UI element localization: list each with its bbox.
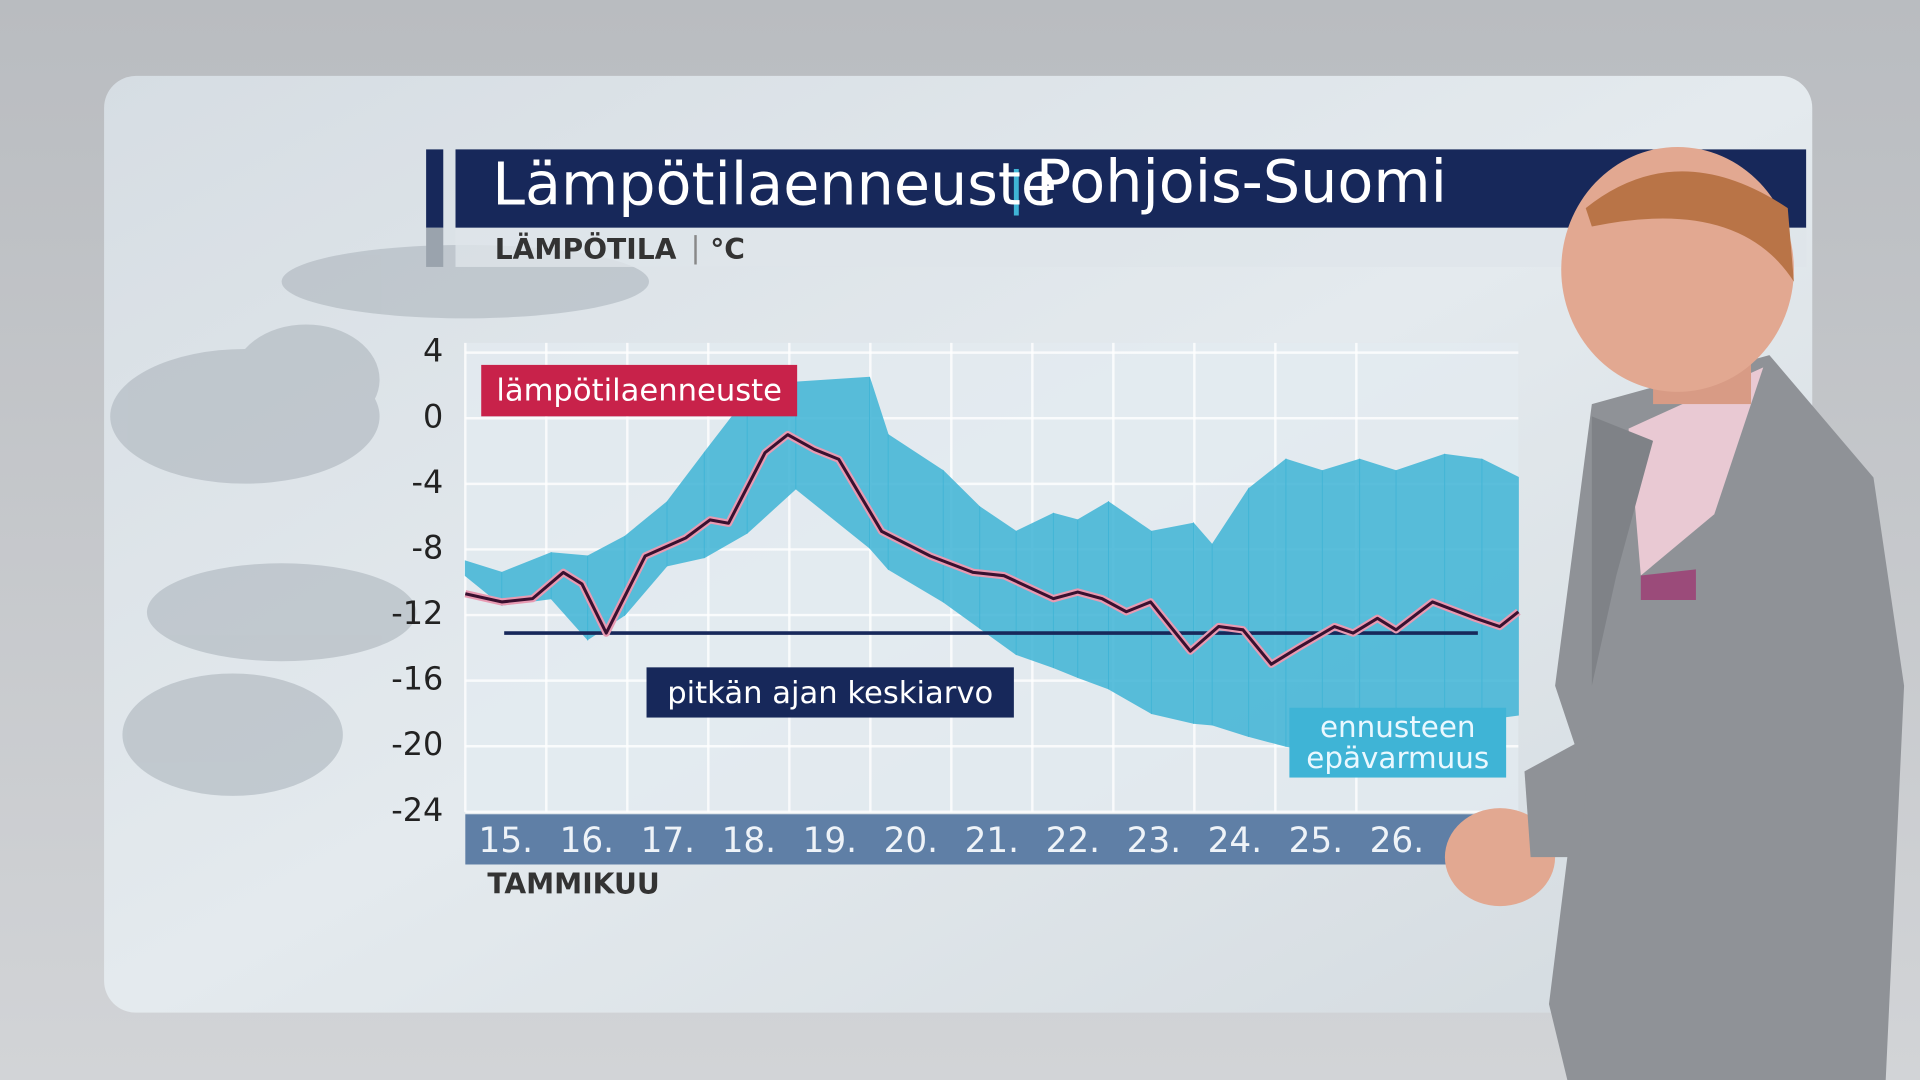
uncertainty-band bbox=[1444, 453, 1483, 731]
series-label: ennusteen epävarmuus bbox=[1289, 707, 1507, 778]
x-axis: 15. 16. 17. 18. 19. 20. 21. 22. 23. 24. 25. 26. bbox=[479, 821, 1425, 861]
x-tick-label: 25. bbox=[1289, 821, 1344, 861]
y-tick-label: 0 bbox=[423, 397, 443, 435]
y-tick-label: -12 bbox=[391, 594, 443, 632]
x-tick-label: 19. bbox=[803, 821, 858, 861]
x-axis-label: TAMMIKUU bbox=[487, 867, 659, 900]
chart-subtitle: Pohjois-Suomi bbox=[1036, 147, 1447, 216]
y-tick-label: 4 bbox=[423, 332, 443, 370]
chart-title: Lämpötilaenneuste bbox=[492, 150, 1057, 219]
header-accent bbox=[426, 149, 444, 228]
x-tick-label: 15. bbox=[479, 821, 534, 861]
cloud-decor bbox=[110, 244, 649, 796]
forecast-line bbox=[464, 433, 1520, 666]
y-tick-label: -8 bbox=[412, 528, 444, 566]
x-tick-label: 18. bbox=[722, 821, 777, 861]
plot bbox=[464, 342, 1521, 814]
x-tick-label: 24. bbox=[1208, 821, 1263, 861]
x-tick-label: 16. bbox=[560, 821, 615, 861]
x-tick-label: 17. bbox=[641, 821, 696, 861]
x-tick-label: 22. bbox=[1046, 821, 1100, 861]
x-tick-label: 26. bbox=[1370, 821, 1425, 861]
y-tick-label: -24 bbox=[391, 791, 443, 829]
uncertainty-band bbox=[1481, 458, 1519, 721]
y-tick-label: -20 bbox=[391, 725, 443, 763]
presenter bbox=[1444, 146, 1905, 1080]
series-label: pitkän ajan keskiarvo bbox=[646, 667, 1014, 718]
y-axis-unit: °C bbox=[710, 233, 745, 266]
uncertainty-band bbox=[1395, 453, 1446, 741]
y-tick-label: -16 bbox=[391, 660, 443, 698]
uncertainty-band bbox=[1193, 521, 1213, 726]
y-axis-label: LÄMPÖTILA bbox=[495, 232, 677, 266]
y-tick-label: -4 bbox=[412, 463, 444, 501]
series-label: lämpötilaenneuste bbox=[481, 364, 798, 417]
subheader-divider bbox=[694, 235, 697, 265]
x-axis-bar bbox=[465, 814, 1519, 865]
x-tick-label: 23. bbox=[1127, 821, 1182, 861]
header-divider bbox=[1013, 168, 1019, 216]
x-tick-label: 21. bbox=[965, 821, 1020, 861]
x-tick-label: 20. bbox=[884, 821, 939, 861]
header-accent-lower bbox=[426, 227, 444, 267]
uncertainty-band bbox=[1359, 458, 1397, 746]
uncertainty-band bbox=[1248, 458, 1287, 747]
